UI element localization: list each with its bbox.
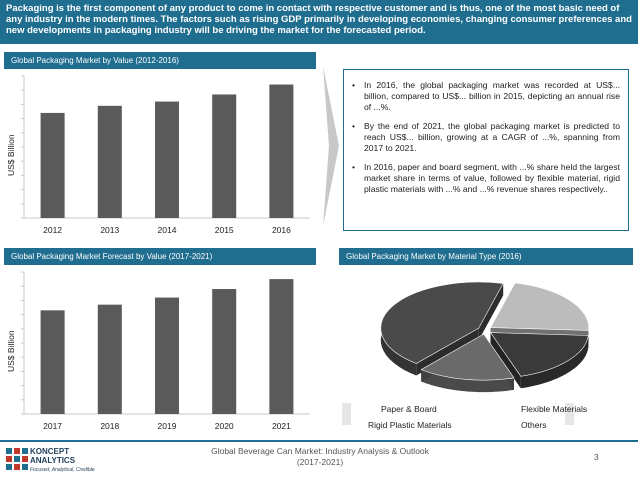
- chart2-x-tick-label: 2018: [100, 421, 119, 431]
- chart2-title: Global Packaging Market Forecast by Valu…: [4, 248, 316, 265]
- koncept-logo-icon: [6, 448, 28, 470]
- chart2-bar: [212, 289, 237, 414]
- logo-name: KONCEPT ANALYTICS: [30, 447, 76, 465]
- chart1-x-tick-label: 2013: [100, 225, 119, 235]
- page-number: 3: [594, 452, 599, 462]
- chart2-ylabel: US$ Billion: [6, 330, 16, 372]
- chart2-bar-chart: 2017 2018 2019 2020 2021: [21, 271, 310, 431]
- chart3-pie-chart: [380, 281, 589, 393]
- chart1-bar: [154, 101, 180, 218]
- chart2-bar: [97, 304, 122, 414]
- key-insights-box: In 2016, the global packaging market was…: [343, 69, 629, 231]
- legend-rigid-plastic: Rigid Plastic Materials: [368, 420, 452, 430]
- pie-slice-paper-board: [380, 281, 504, 364]
- chart1-bar-chart: 2012 2013 2014 2015 2016: [21, 75, 310, 235]
- legend-paper-board: Paper & Board: [381, 404, 437, 414]
- chart1-x-tick-label: 2016: [272, 225, 291, 235]
- chart1-x-tick-label: 2015: [215, 225, 234, 235]
- logo-tagline: Focused, Analytical, Credible: [30, 467, 95, 473]
- chart1-ylabel: US$ Billion: [6, 134, 16, 176]
- pie-slice-rigid-plastic: [489, 332, 589, 377]
- insight-item: In 2016, the global packaging market was…: [352, 80, 620, 113]
- chart1-bar: [269, 84, 294, 218]
- chart2-x-tick-label: 2017: [43, 421, 62, 431]
- chart2-bar: [40, 310, 65, 414]
- chart1-x-tick-label: 2014: [158, 225, 177, 235]
- chart3-title: Global Packaging Market by Material Type…: [339, 248, 633, 265]
- intro-text: Packaging is the first component of any …: [6, 3, 632, 36]
- chevron-right-icon: [323, 66, 339, 226]
- legend-swatch-paper-board: [342, 403, 351, 425]
- footer-title: Global Beverage Can Market: Industry Ana…: [211, 446, 429, 467]
- legend-flexible: Flexible Materials: [521, 404, 588, 414]
- chart2-bar: [154, 297, 180, 414]
- chart2-bar: [269, 279, 294, 414]
- legend-others: Others: [521, 420, 547, 430]
- pie-slice-flexible: [490, 282, 589, 331]
- chart1-x-tick-label: 2012: [43, 225, 62, 235]
- footer-divider: [0, 440, 638, 442]
- legend-swatch-others: [565, 403, 574, 425]
- chart1-title: Global Packaging Market by Value (2012-2…: [4, 52, 316, 69]
- insight-item: By the end of 2021, the global packaging…: [352, 121, 620, 154]
- chart1-bar: [97, 105, 122, 218]
- chart2-x-tick-label: 2019: [158, 421, 177, 431]
- intro-banner: Packaging is the first component of any …: [0, 0, 638, 44]
- chart1-bar: [212, 94, 237, 218]
- chart2-x-tick-label: 2020: [215, 421, 234, 431]
- chart2-x-tick-label: 2021: [272, 421, 291, 431]
- pie-slice-others: [420, 333, 515, 381]
- chart1-bar: [40, 112, 65, 218]
- insight-item: In 2016, paper and board segment, with .…: [352, 162, 620, 195]
